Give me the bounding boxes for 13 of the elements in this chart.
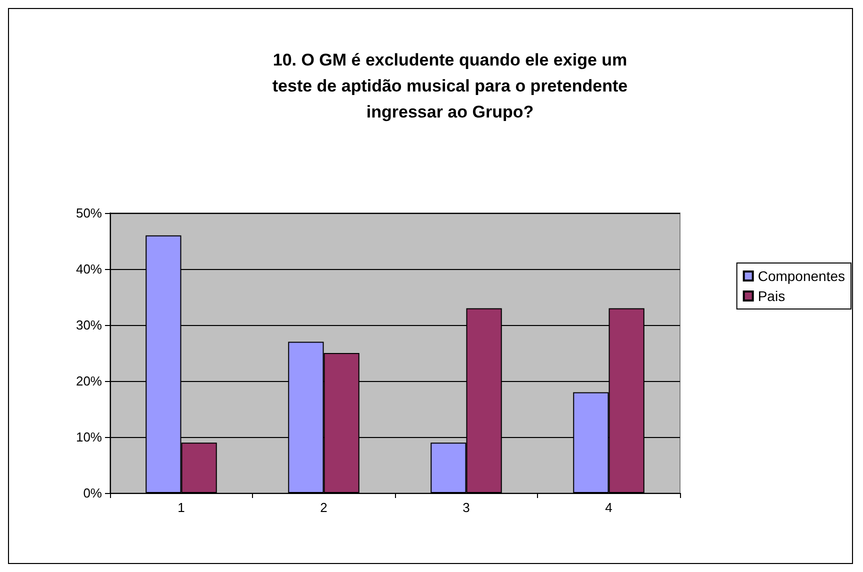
y-tick-label: 20% bbox=[76, 374, 102, 388]
x-tick-label: 2 bbox=[320, 500, 328, 515]
x-tick-label: 3 bbox=[462, 500, 470, 515]
y-tick-label: 50% bbox=[76, 206, 102, 220]
legend-label: Pais bbox=[758, 288, 786, 304]
chart-title: 10. O GM é excludente quando ele exige um teste de aptidão musical para o pretendente ingressar ao Grupo? bbox=[272, 50, 628, 122]
x-tick-label: 4 bbox=[605, 500, 612, 515]
y-tick-label: 10% bbox=[76, 430, 102, 444]
y-tick-label: 40% bbox=[76, 262, 102, 276]
legend-label: Componentes bbox=[758, 268, 846, 284]
y-tick-label: 0% bbox=[83, 486, 102, 500]
x-tick-label: 1 bbox=[178, 500, 185, 515]
y-tick-label: 30% bbox=[76, 318, 102, 332]
